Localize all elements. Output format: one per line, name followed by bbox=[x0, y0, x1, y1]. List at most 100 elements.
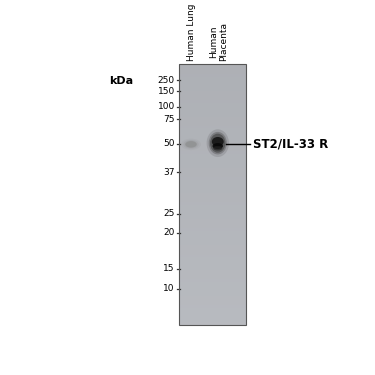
Bar bbox=[179, 132, 246, 133]
Bar bbox=[179, 201, 246, 202]
Bar bbox=[179, 110, 246, 111]
Bar bbox=[179, 286, 246, 287]
Bar bbox=[179, 270, 246, 272]
Ellipse shape bbox=[207, 129, 229, 157]
Bar bbox=[179, 167, 246, 168]
Bar bbox=[179, 210, 246, 212]
Bar bbox=[179, 163, 246, 164]
Bar bbox=[179, 193, 246, 194]
Bar bbox=[179, 156, 246, 158]
Bar bbox=[179, 304, 246, 306]
Bar bbox=[179, 90, 246, 91]
Bar bbox=[179, 309, 246, 311]
Bar bbox=[179, 288, 246, 290]
Bar bbox=[179, 280, 246, 282]
Bar bbox=[179, 118, 246, 120]
Bar bbox=[179, 108, 246, 109]
Bar bbox=[179, 308, 246, 309]
Ellipse shape bbox=[183, 140, 199, 149]
Bar bbox=[179, 130, 246, 132]
Bar bbox=[179, 170, 246, 171]
Bar bbox=[179, 151, 246, 153]
Bar bbox=[179, 239, 246, 240]
Bar bbox=[179, 179, 246, 180]
Bar bbox=[179, 120, 246, 121]
Bar bbox=[179, 182, 246, 183]
Bar bbox=[179, 315, 246, 316]
Bar bbox=[179, 98, 246, 99]
Bar bbox=[179, 88, 246, 90]
Bar bbox=[179, 123, 246, 124]
Bar bbox=[179, 261, 246, 262]
Bar bbox=[179, 204, 246, 205]
Bar bbox=[179, 252, 246, 253]
Bar bbox=[179, 117, 246, 118]
Bar bbox=[179, 153, 246, 154]
Bar bbox=[179, 303, 246, 304]
Text: 20: 20 bbox=[164, 228, 175, 237]
Bar bbox=[179, 320, 246, 321]
Bar bbox=[179, 225, 246, 226]
Bar bbox=[179, 222, 246, 223]
Bar bbox=[179, 162, 246, 163]
Bar bbox=[179, 296, 246, 298]
Bar bbox=[179, 133, 246, 134]
Bar bbox=[179, 115, 246, 116]
Bar bbox=[179, 64, 246, 325]
Bar bbox=[179, 174, 246, 175]
Bar bbox=[179, 103, 246, 104]
Bar bbox=[179, 245, 246, 247]
Bar bbox=[179, 314, 246, 315]
Bar bbox=[179, 124, 246, 125]
Bar bbox=[179, 205, 246, 206]
Bar bbox=[179, 213, 246, 214]
Bar bbox=[179, 183, 246, 184]
Bar bbox=[179, 166, 246, 167]
Text: ST2/IL-33 R: ST2/IL-33 R bbox=[253, 138, 328, 151]
Bar bbox=[179, 159, 246, 160]
Bar bbox=[179, 322, 246, 324]
Ellipse shape bbox=[185, 141, 197, 148]
Bar bbox=[179, 81, 246, 82]
Bar bbox=[179, 168, 246, 170]
Bar bbox=[179, 154, 246, 155]
Bar bbox=[179, 138, 246, 140]
Bar bbox=[179, 255, 246, 256]
Bar bbox=[179, 232, 246, 234]
Bar bbox=[179, 299, 246, 300]
Bar bbox=[179, 116, 246, 117]
Bar bbox=[179, 251, 246, 252]
Bar bbox=[179, 234, 246, 235]
Bar bbox=[179, 244, 246, 245]
Bar bbox=[179, 187, 246, 188]
Bar bbox=[179, 282, 246, 283]
Text: Human Lung: Human Lung bbox=[187, 3, 196, 61]
Bar bbox=[179, 287, 246, 288]
Bar bbox=[179, 260, 246, 261]
Text: 10: 10 bbox=[163, 285, 175, 294]
Bar bbox=[179, 155, 246, 156]
Bar bbox=[179, 253, 246, 255]
Bar bbox=[179, 258, 246, 260]
Bar bbox=[179, 188, 246, 189]
Bar bbox=[179, 265, 246, 266]
Bar bbox=[179, 279, 246, 280]
Bar bbox=[179, 177, 246, 179]
Ellipse shape bbox=[212, 137, 224, 147]
Bar bbox=[179, 227, 246, 228]
Bar bbox=[179, 172, 246, 174]
Text: Human
Placenta: Human Placenta bbox=[209, 22, 228, 61]
Bar bbox=[179, 86, 246, 87]
Ellipse shape bbox=[181, 139, 201, 150]
Bar bbox=[179, 184, 246, 185]
Bar bbox=[179, 207, 246, 209]
Bar bbox=[179, 87, 246, 88]
Bar bbox=[179, 111, 246, 112]
Bar bbox=[179, 219, 246, 220]
Bar bbox=[179, 283, 246, 285]
Ellipse shape bbox=[186, 141, 196, 147]
Bar bbox=[179, 147, 246, 149]
Bar bbox=[179, 291, 246, 292]
Bar bbox=[179, 243, 246, 244]
Bar bbox=[179, 149, 246, 150]
